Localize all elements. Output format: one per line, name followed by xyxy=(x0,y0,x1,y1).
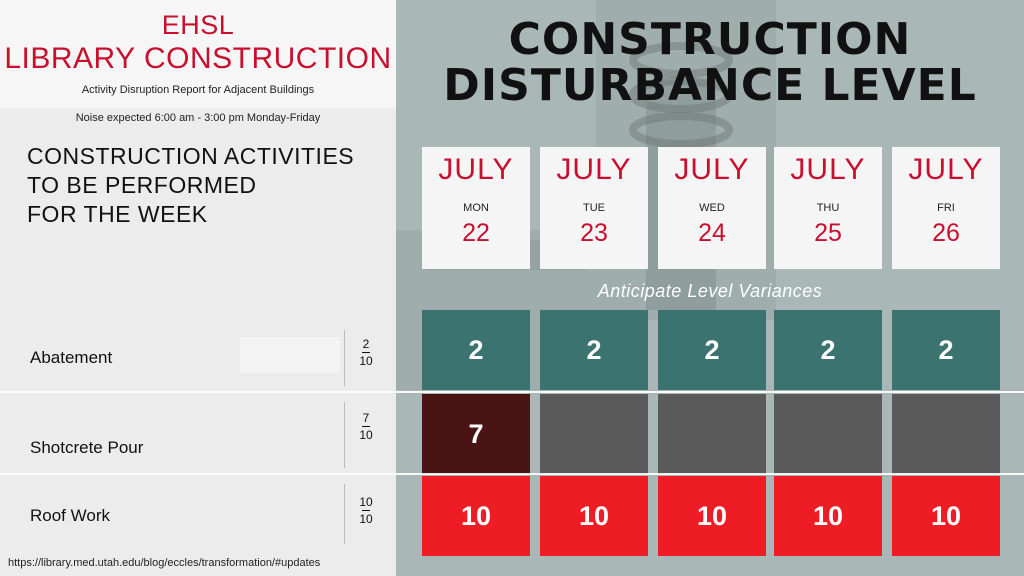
date-month: JULY xyxy=(674,153,750,186)
date-month: JULY xyxy=(438,153,514,186)
shotcrete-level-fraction: 7 10 xyxy=(346,412,386,442)
main-title-line-1: CONSTRUCTION xyxy=(508,14,912,65)
level-cell-abatement-wed: 2 xyxy=(658,310,766,390)
activities-heading-line: TO BE PERFORMED xyxy=(27,172,257,198)
title-line-2: LIBRARY CONSTRUCTION xyxy=(4,42,392,75)
fraction-bar xyxy=(362,510,370,511)
date-day: 24 xyxy=(698,219,726,247)
date-card-thu: JULY THU 25 xyxy=(774,147,882,269)
date-card-mon: JULY MON 22 xyxy=(422,147,530,269)
level-cell-shotcrete-mon: 7 xyxy=(422,394,530,474)
level-cell-roof-thu: 10 xyxy=(774,476,882,556)
level-cell-abatement-thu: 2 xyxy=(774,310,882,390)
date-card-wed: JULY WED 24 xyxy=(658,147,766,269)
fraction-numerator: 7 xyxy=(362,411,370,425)
activities-heading: CONSTRUCTION ACTIVITIES TO BE PERFORMED … xyxy=(27,142,387,229)
level-cell-shotcrete-tue xyxy=(540,394,648,474)
fraction-numerator: 2 xyxy=(362,337,370,351)
fraction-bar xyxy=(362,352,370,353)
row-separator xyxy=(0,391,1024,393)
level-cell-shotcrete-thu xyxy=(774,394,882,474)
roof-work-level-fraction: 10 10 xyxy=(346,496,386,526)
report-subtitle: Activity Disruption Report for Adjacent … xyxy=(81,84,315,96)
activity-label-roof-work: Roof Work xyxy=(30,506,110,525)
date-weekday: THU xyxy=(816,202,840,214)
left-panel: EHSL LIBRARY CONSTRUCTION Activity Disru… xyxy=(0,0,396,576)
level-cell-abatement-tue: 2 xyxy=(540,310,648,390)
date-weekday: WED xyxy=(699,202,725,214)
date-month: JULY xyxy=(790,153,866,186)
row-divider xyxy=(344,330,345,386)
level-cell-shotcrete-wed xyxy=(658,394,766,474)
placeholder-box xyxy=(240,337,340,373)
date-day: 23 xyxy=(580,219,608,247)
level-cell-abatement-mon: 2 xyxy=(422,310,530,390)
fraction-numerator: 10 xyxy=(359,495,373,509)
fraction-denominator: 10 xyxy=(359,428,373,442)
level-cell-roof-fri: 10 xyxy=(892,476,1000,556)
title-line-1: EHSL xyxy=(161,10,235,40)
row-divider xyxy=(344,402,345,468)
date-day: 25 xyxy=(814,219,842,247)
date-day: 22 xyxy=(462,219,490,247)
noise-note: Noise expected 6:00 am - 3:00 pm Monday-… xyxy=(75,112,321,124)
date-weekday: MON xyxy=(463,202,489,214)
date-day: 26 xyxy=(932,219,960,247)
level-cell-roof-tue: 10 xyxy=(540,476,648,556)
abatement-level-fraction: 2 10 xyxy=(346,338,386,368)
date-weekday: TUE xyxy=(583,202,605,214)
activity-label-abatement: Abatement xyxy=(30,348,113,367)
date-month: JULY xyxy=(556,153,632,186)
row-separator xyxy=(0,473,1024,475)
date-card-tue: JULY TUE 23 xyxy=(540,147,648,269)
level-cell-shotcrete-fri xyxy=(892,394,1000,474)
level-cell-roof-mon: 10 xyxy=(422,476,530,556)
date-card-fri: JULY FRI 26 xyxy=(892,147,1000,269)
activity-label-shotcrete: Shotcrete Pour xyxy=(30,438,144,457)
date-weekday: FRI xyxy=(937,202,955,214)
fraction-bar xyxy=(362,426,370,427)
fraction-denominator: 10 xyxy=(359,354,373,368)
variance-label: Anticipate Level Variances xyxy=(597,281,823,301)
date-month: JULY xyxy=(908,153,984,186)
level-cell-abatement-fri: 2 xyxy=(892,310,1000,390)
title-box: EHSL LIBRARY CONSTRUCTION Activity Disru… xyxy=(0,0,396,108)
main-title-line-2: DISTURBANCE LEVEL xyxy=(443,60,977,111)
fraction-denominator: 10 xyxy=(359,512,373,526)
level-cell-roof-wed: 10 xyxy=(658,476,766,556)
row-divider xyxy=(344,484,345,544)
right-panel: CONSTRUCTION DISTURBANCE LEVEL JULY MON … xyxy=(396,0,1024,576)
activities-heading-line: FOR THE WEEK xyxy=(27,201,208,227)
footer-url[interactable]: https://library.med.utah.edu/blog/eccles… xyxy=(8,557,321,569)
activities-heading-line: CONSTRUCTION ACTIVITIES xyxy=(27,143,355,169)
